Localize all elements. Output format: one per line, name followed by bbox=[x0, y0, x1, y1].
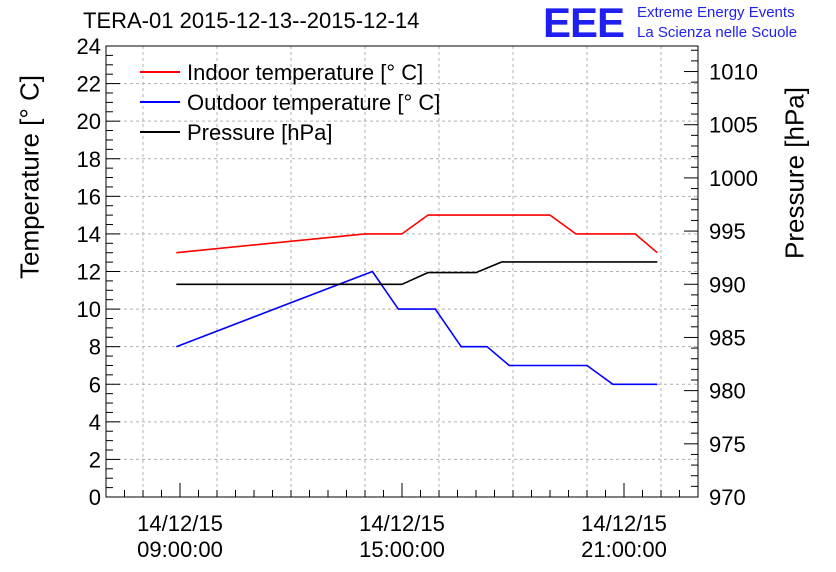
x-axis: 14/12/1509:00:0014/12/1515:00:0014/12/15… bbox=[105, 483, 699, 562]
right-tick-label: 985 bbox=[709, 325, 746, 350]
logo-caption-1: Extreme Energy Events bbox=[637, 4, 795, 21]
left-tick-label: 8 bbox=[89, 335, 101, 360]
left-tick-label: 18 bbox=[77, 147, 101, 172]
eee-logo: EEE bbox=[543, 0, 625, 46]
right-tick-label: 1010 bbox=[709, 60, 758, 85]
right-tick-label: 990 bbox=[709, 272, 746, 297]
left-tick-label: 2 bbox=[89, 447, 101, 472]
right-axis-label: Pressure [hPa] bbox=[779, 87, 810, 259]
logo-caption-2: La Scienza nelle Scuole bbox=[637, 24, 798, 41]
left-tick-label: 10 bbox=[77, 297, 101, 322]
x-tick-time: 15:00:00 bbox=[359, 537, 445, 562]
series-line-2 bbox=[176, 261, 658, 286]
legend: Indoor temperature [° C] Outdoor temperat… bbox=[140, 60, 440, 145]
left-axis-label: Temperature [° C] bbox=[14, 74, 45, 280]
legend-label-2: Pressure [hPa] bbox=[187, 120, 333, 145]
left-tick-label: 22 bbox=[77, 72, 101, 97]
left-tick-label: 16 bbox=[77, 184, 101, 209]
right-tick-label: 995 bbox=[709, 219, 746, 244]
series-group bbox=[176, 214, 658, 386]
right-tick-label: 980 bbox=[709, 379, 746, 404]
left-tick-label: 4 bbox=[89, 410, 101, 435]
series-line-0 bbox=[176, 214, 658, 254]
x-tick-date: 14/12/15 bbox=[581, 511, 667, 536]
x-tick-date: 14/12/15 bbox=[137, 511, 223, 536]
x-tick-time: 09:00:00 bbox=[137, 537, 223, 562]
right-tick-label: 975 bbox=[709, 432, 746, 457]
right-tick-label: 970 bbox=[709, 485, 746, 510]
left-tick-label: 12 bbox=[77, 260, 101, 285]
left-tick-label: 24 bbox=[77, 34, 101, 59]
left-tick-label: 0 bbox=[89, 485, 101, 510]
right-tick-label: 1000 bbox=[709, 166, 758, 191]
left-tick-label: 20 bbox=[77, 109, 101, 134]
x-tick-date: 14/12/15 bbox=[359, 511, 445, 536]
chart-title: TERA-01 2015-12-13--2015-12-14 bbox=[83, 8, 420, 33]
legend-label-1: Outdoor temperature [° C] bbox=[187, 90, 440, 115]
left-tick-label: 14 bbox=[77, 222, 101, 247]
left-tick-label: 6 bbox=[89, 372, 101, 397]
right-tick-label: 1005 bbox=[709, 113, 758, 138]
right-axis: 970 975 980 985 990 995 1000 1005 1010 bbox=[684, 49, 758, 510]
x-tick-time: 21:00:00 bbox=[581, 537, 667, 562]
series-line-1 bbox=[176, 270, 658, 386]
legend-label-0: Indoor temperature [° C] bbox=[187, 60, 423, 85]
